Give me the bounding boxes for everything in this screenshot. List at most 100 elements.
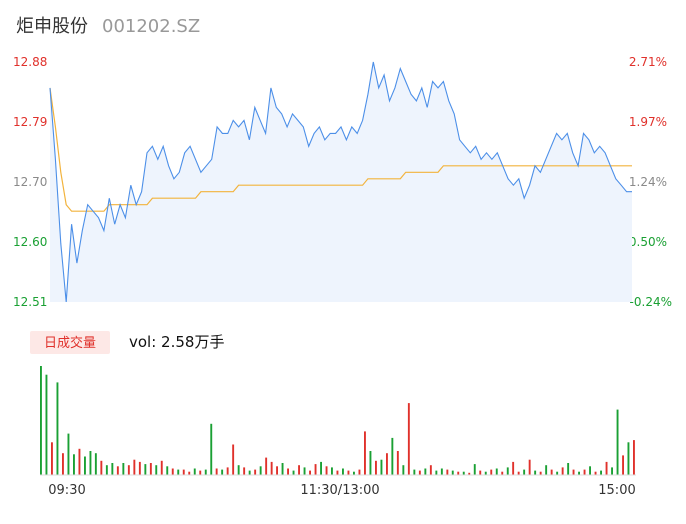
- volume-bar: [303, 467, 306, 475]
- volume-bar: [594, 471, 597, 475]
- volume-bar: [375, 460, 377, 475]
- volume-bar: [418, 470, 421, 475]
- volume-bar: [402, 465, 405, 475]
- y-right-axis: 2.71% 1.97% 1.24% 0.50% -0.24%: [629, 55, 672, 309]
- x-tick: 15:00: [598, 483, 635, 498]
- volume-bar: [446, 469, 449, 476]
- volume-bar: [396, 451, 399, 475]
- volume-bar: [314, 464, 317, 475]
- y-left-tick: 12.51: [13, 295, 47, 309]
- volume-bar: [364, 431, 366, 475]
- volume-bar: [232, 444, 235, 475]
- volume-bar: [473, 464, 476, 475]
- volume-bars: [40, 366, 635, 476]
- volume-bar: [160, 460, 163, 475]
- volume-bar: [144, 464, 147, 475]
- x-tick: 11:30/13:00: [300, 483, 379, 498]
- volume-bar: [331, 467, 333, 475]
- volume-tab-background: [30, 331, 110, 354]
- volume-tab[interactable]: 日成交量: [30, 331, 110, 354]
- volume-bar: [567, 463, 570, 475]
- volume-bar: [56, 382, 59, 475]
- volume-bar: [512, 461, 515, 475]
- volume-bar: [457, 471, 460, 475]
- volume-bar: [89, 451, 92, 475]
- volume-bar: [243, 467, 246, 475]
- volume-bar: [193, 468, 196, 475]
- volume-bar: [506, 467, 509, 475]
- volume-bar: [600, 470, 602, 475]
- volume-bar: [413, 469, 416, 476]
- volume-bar: [347, 470, 350, 475]
- x-tick: 09:30: [48, 483, 85, 498]
- volume-bar: [182, 469, 185, 476]
- price-line: [49, 61, 632, 303]
- y-left-tick: 12.79: [13, 115, 47, 129]
- volume-bar: [188, 471, 191, 475]
- volume-bar: [534, 470, 537, 475]
- volume-readout: vol: 2.58万手: [129, 333, 224, 351]
- volume-bar: [281, 463, 284, 475]
- volume-bar: [539, 471, 542, 475]
- volume-bar: [440, 468, 443, 475]
- volume-bar: [479, 470, 482, 475]
- volume-bar: [254, 469, 257, 476]
- volume-bar: [517, 471, 520, 475]
- y-right-tick: 2.71%: [629, 55, 667, 69]
- volume-bar: [138, 461, 141, 475]
- volume-bar: [287, 468, 289, 475]
- volume-bar: [122, 463, 125, 475]
- y-left-axis: 12.88 12.79 12.70 12.60 12.51: [13, 55, 47, 309]
- volume-bar: [292, 470, 295, 475]
- volume-bar: [133, 459, 136, 475]
- y-right-tick: -0.24%: [630, 295, 672, 309]
- y-right-tick: 1.97%: [629, 115, 667, 129]
- volume-bar: [627, 442, 630, 475]
- volume-bar: [226, 467, 229, 475]
- volume-bar: [545, 465, 548, 475]
- volume-bar: [336, 470, 339, 475]
- y-left-tick: 12.88: [13, 55, 47, 69]
- volume-bar: [342, 468, 344, 475]
- volume-bar: [484, 471, 487, 475]
- volume-bar: [435, 470, 438, 475]
- volume-bar: [583, 469, 586, 476]
- volume-bar: [561, 467, 564, 475]
- volume-bar: [501, 471, 504, 475]
- volume-bar: [100, 460, 103, 475]
- volume-bar: [611, 467, 613, 475]
- volume-bar: [149, 463, 152, 475]
- volume-bar: [391, 437, 394, 475]
- volume-bar: [451, 470, 454, 475]
- volume-bar: [237, 465, 240, 475]
- volume-bar: [166, 466, 169, 475]
- volume-bar: [116, 466, 119, 475]
- volume-bar: [528, 459, 531, 475]
- volume-bar: [320, 461, 322, 475]
- volume-bar: [67, 433, 70, 475]
- volume-bar: [127, 465, 130, 475]
- volume-bar: [84, 456, 86, 475]
- volume-bar: [622, 455, 624, 475]
- volume-bar: [369, 451, 372, 475]
- volume-bar: [259, 466, 262, 475]
- volume-bar: [633, 440, 635, 475]
- volume-bar: [204, 469, 207, 476]
- volume-bar: [177, 469, 180, 476]
- volume-bar: [199, 470, 202, 475]
- volume-bar: [550, 469, 553, 476]
- y-left-tick: 12.70: [13, 175, 47, 189]
- volume-bar: [276, 466, 278, 475]
- volume-bar: [353, 471, 355, 475]
- volume-bar: [616, 409, 619, 475]
- volume-bar: [358, 469, 361, 476]
- volume-bar: [424, 468, 427, 475]
- volume-bar: [523, 469, 526, 476]
- volume-bar: [589, 466, 591, 475]
- volume-bar: [51, 442, 53, 475]
- price-area: [50, 62, 632, 302]
- volume-bar: [490, 469, 493, 476]
- volume-bar: [210, 423, 213, 475]
- volume-bar: [62, 453, 64, 475]
